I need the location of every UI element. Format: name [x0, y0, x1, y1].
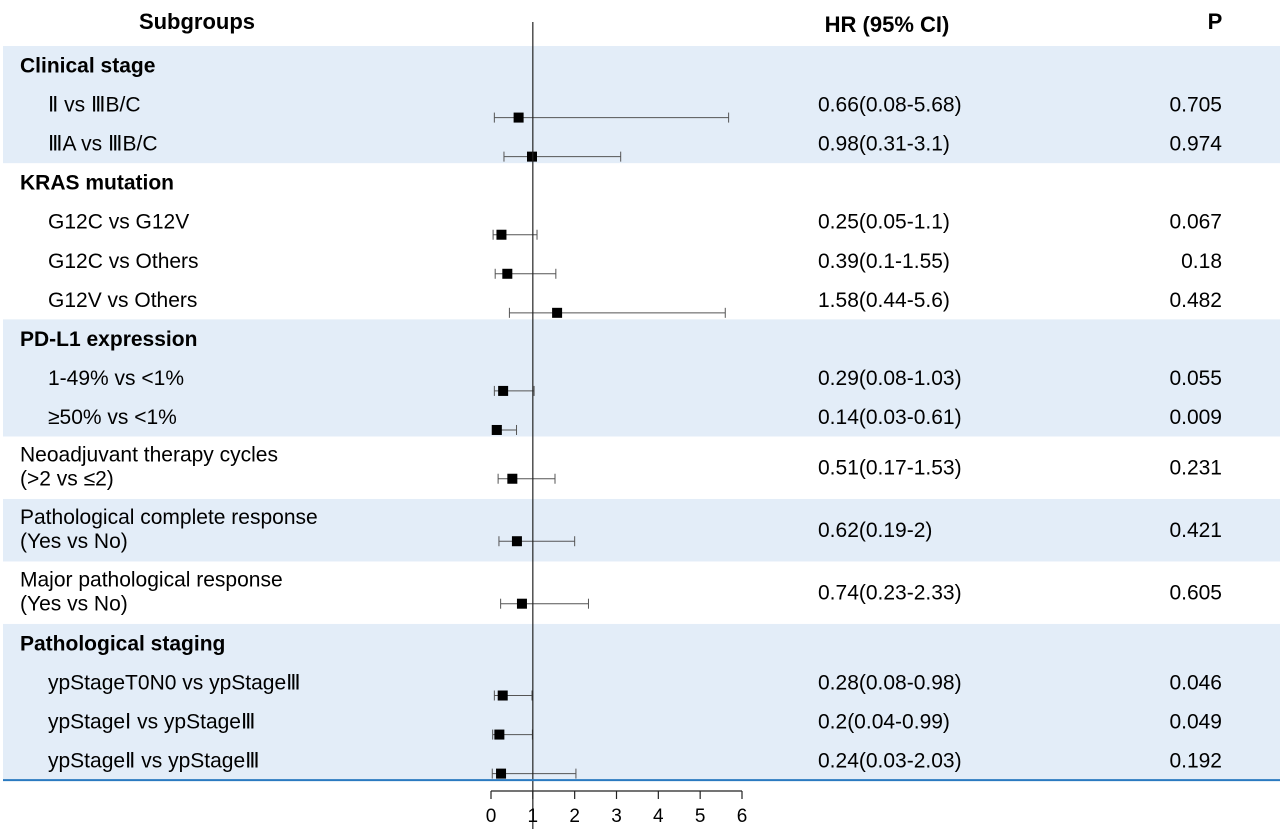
p-value: 0.421 [1169, 519, 1222, 542]
subgroup-label: G12V vs Others [48, 289, 197, 312]
p-value: 0.049 [1169, 711, 1222, 734]
hr-point [511, 536, 522, 547]
shaded-band [3, 319, 1280, 437]
header-subgroups: Subgroups [139, 9, 255, 34]
x-tick-label: 5 [695, 806, 706, 827]
x-tick-label: 1 [528, 806, 539, 827]
subgroup-label-line1: Pathological complete response [20, 506, 318, 529]
p-value: 0.605 [1169, 582, 1222, 605]
subgroup-label-line2: (Yes vs No) [20, 593, 128, 616]
hr-point [494, 729, 505, 740]
x-tick-label: 3 [611, 806, 622, 827]
p-value: 0.482 [1169, 289, 1222, 312]
subgroup-labels: Clinical stage Ⅱ vs ⅢB/C ⅢA vs ⅢB/C KRAS mu… [20, 55, 318, 773]
subgroup-label: ypStageⅠ vs ypStageⅢ [48, 711, 255, 734]
hr-ci-text: 0.14(0.03-0.61) [818, 406, 962, 429]
confidence-intervals [491, 112, 730, 779]
hr-values: 0.66(0.08-5.68) 0.705 0.98(0.31-3.1) 0.974 0… [818, 94, 1222, 773]
group-label: KRAS mutation [20, 172, 174, 195]
hr-ci-text: 0.28(0.08-0.98) [818, 672, 962, 695]
hr-ci-text: 0.2(0.04-0.99) [818, 711, 950, 734]
subgroup-label-line1: Major pathological response [20, 569, 283, 592]
group-label: Pathological staging [20, 632, 225, 655]
subgroup-label-line1: Neoadjuvant therapy cycles [20, 444, 278, 467]
p-value: 0.009 [1169, 406, 1222, 429]
hr-point [496, 768, 507, 779]
subgroup-label-line2: (Yes vs No) [20, 530, 128, 553]
x-tick-label: 4 [653, 806, 664, 827]
hr-point [491, 424, 502, 435]
p-value: 0.231 [1169, 457, 1222, 480]
p-value: 0.192 [1169, 750, 1222, 773]
subgroup-label: ypStageⅡ vs ypStageⅢ [48, 750, 260, 773]
subgroup-label: 1-49% vs <1% [48, 367, 184, 390]
subgroup-label-line2: (>2 vs ≤2) [20, 468, 114, 491]
hr-ci-text: 0.25(0.05-1.1) [818, 211, 950, 234]
shaded-band [3, 46, 1280, 164]
subgroup-label: G12C vs Others [48, 250, 199, 273]
p-value: 0.18 [1181, 250, 1222, 273]
hr-ci-text: 0.51(0.17-1.53) [818, 457, 962, 480]
hr-point [498, 385, 509, 396]
hr-point [526, 151, 537, 162]
subgroup-label: ≥50% vs <1% [48, 406, 177, 429]
subgroup-label: ypStageT0N0 vs ypStageⅢ [48, 672, 301, 695]
x-tick-label: 6 [737, 806, 748, 827]
header-p: P [1208, 9, 1223, 34]
hr-point [513, 112, 524, 123]
hr-point [516, 598, 527, 609]
hr-ci-text: 0.39(0.1-1.55) [818, 250, 950, 273]
hr-point [507, 473, 518, 484]
p-value: 0.046 [1169, 672, 1222, 695]
hr-point [497, 690, 508, 701]
x-tick-label: 2 [569, 806, 580, 827]
hr-ci-text: 0.62(0.19-2) [818, 519, 932, 542]
hr-ci-text: 0.66(0.08-5.68) [818, 94, 962, 117]
p-value: 0.067 [1169, 211, 1222, 234]
column-headers: Subgroups HR (95% CI) P [139, 9, 1222, 37]
hr-ci-text: 1.58(0.44-5.6) [818, 289, 950, 312]
x-tick-label: 0 [486, 806, 497, 827]
hr-point [502, 268, 513, 279]
p-value: 0.705 [1169, 94, 1222, 117]
hr-point [496, 229, 507, 240]
hr-ci-text: 0.29(0.08-1.03) [818, 367, 962, 390]
subgroup-label: Ⅱ vs ⅢB/C [48, 94, 141, 117]
row-shading [3, 46, 1280, 781]
group-label: PD-L1 expression [20, 328, 197, 351]
p-value: 0.974 [1169, 133, 1222, 156]
x-axis: 0 1 2 3 4 5 6 [3, 22, 1280, 829]
hr-point [552, 307, 563, 318]
hr-ci-text: 0.98(0.31-3.1) [818, 133, 950, 156]
hr-ci-text: 0.24(0.03-2.03) [818, 750, 962, 773]
subgroup-label: G12C vs G12V [48, 211, 189, 234]
hr-ci-text: 0.74(0.23-2.33) [818, 582, 962, 605]
shaded-band [3, 623, 1280, 781]
shaded-band [3, 498, 1280, 562]
header-hr: HR (95% CI) [825, 12, 950, 37]
subgroup-label: ⅢA vs ⅢB/C [48, 133, 157, 156]
p-value: 0.055 [1169, 367, 1222, 390]
group-label: Clinical stage [20, 55, 155, 78]
